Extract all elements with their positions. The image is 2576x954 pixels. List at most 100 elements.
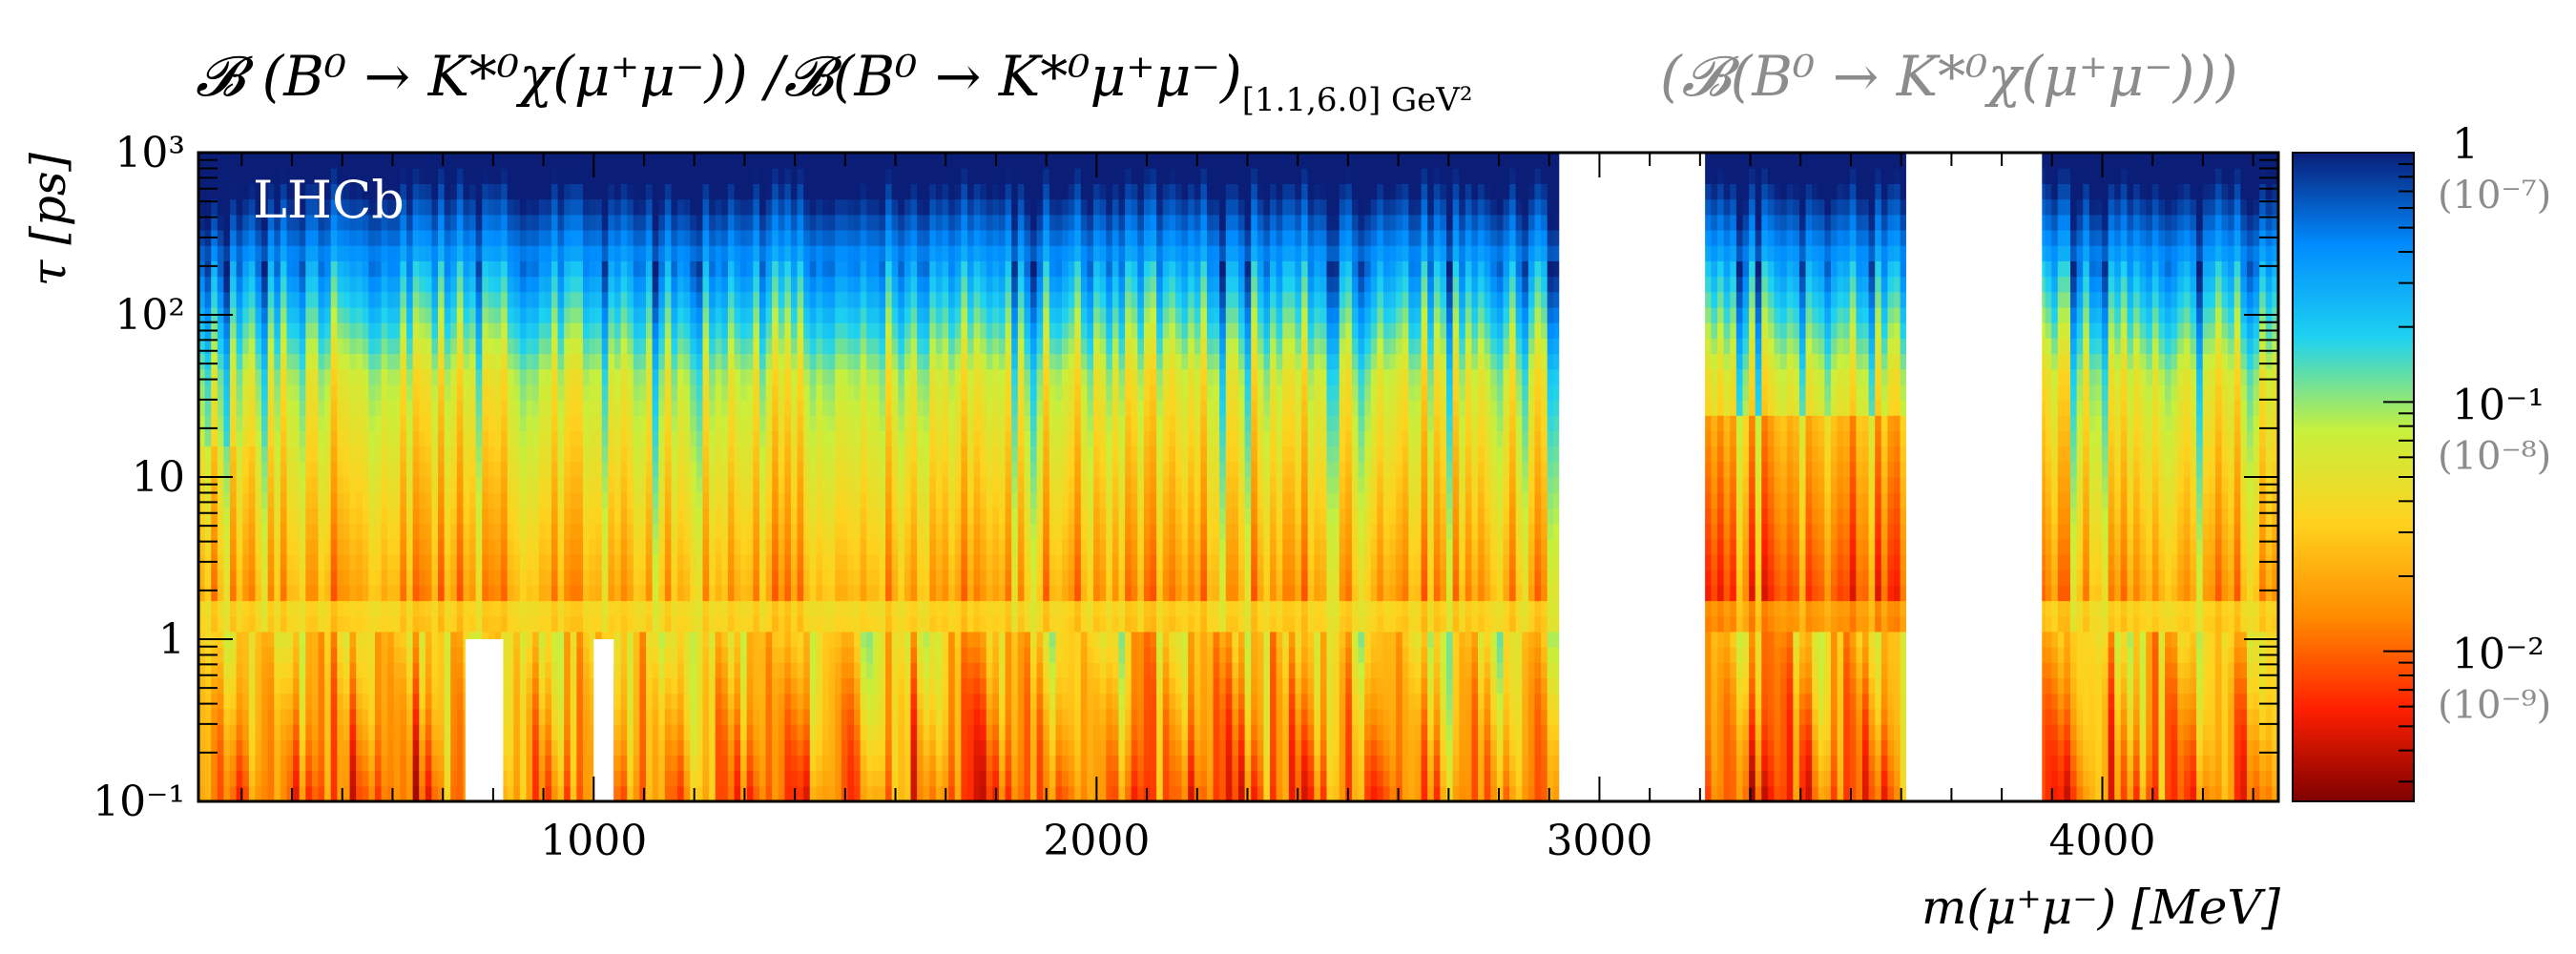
heatmap-cell bbox=[526, 677, 533, 695]
heatmap-cell bbox=[311, 384, 320, 401]
heatmap-cell bbox=[885, 553, 893, 570]
heatmap-cell bbox=[677, 415, 685, 432]
heatmap-cell bbox=[444, 724, 451, 740]
heatmap-cell bbox=[519, 384, 528, 401]
heatmap-cell bbox=[582, 553, 591, 570]
heatmap-cell bbox=[267, 415, 275, 432]
heatmap-cell bbox=[683, 338, 691, 355]
heatmap-cell bbox=[664, 276, 673, 293]
heatmap-cell bbox=[564, 322, 571, 339]
heatmap-cell bbox=[860, 400, 867, 416]
heatmap-cell bbox=[835, 198, 842, 216]
heatmap-cell bbox=[324, 585, 332, 602]
heatmap-cell bbox=[841, 338, 849, 355]
heatmap-cell bbox=[557, 461, 565, 478]
heatmap-cell bbox=[406, 538, 414, 555]
heatmap-cell bbox=[330, 446, 338, 463]
heatmap-cell bbox=[696, 570, 704, 586]
heatmap-cell bbox=[469, 368, 477, 385]
heatmap-cell bbox=[494, 306, 502, 323]
title-text: 𝓑 (B⁰ → K*⁰χ(μ⁺μ⁻)) /𝓑(B⁰ → K*⁰μ⁺μ⁻) bbox=[196, 44, 1242, 109]
heatmap-cell bbox=[267, 492, 275, 508]
heatmap-cell bbox=[709, 384, 717, 401]
heatmap-cell bbox=[608, 229, 615, 246]
heatmap-cell bbox=[696, 430, 704, 447]
heatmap-cell bbox=[217, 538, 225, 555]
heatmap-cell bbox=[879, 523, 886, 540]
heatmap-cell bbox=[425, 647, 433, 663]
heatmap-cell bbox=[778, 214, 785, 231]
heatmap-cell bbox=[513, 198, 521, 216]
heatmap-cell bbox=[406, 677, 414, 695]
heatmap-cell bbox=[557, 291, 565, 308]
heatmap-cell bbox=[898, 214, 905, 231]
heatmap-cell bbox=[431, 384, 439, 401]
heatmap-cell bbox=[267, 523, 275, 540]
heatmap-cell bbox=[866, 739, 874, 757]
heatmap-cell bbox=[368, 662, 376, 679]
heatmap-cell bbox=[734, 322, 741, 339]
heatmap-cell bbox=[879, 785, 886, 802]
heatmap-cell bbox=[658, 739, 666, 757]
heatmap-cell bbox=[261, 615, 269, 633]
heatmap-cell bbox=[532, 338, 540, 355]
heatmap-cell bbox=[337, 446, 344, 463]
heatmap-cell bbox=[419, 400, 426, 416]
heatmap-cell bbox=[223, 492, 231, 508]
heatmap-cell bbox=[318, 553, 325, 570]
heatmap-cell bbox=[671, 461, 678, 478]
heatmap-cell bbox=[362, 785, 369, 802]
heatmap-cell bbox=[236, 368, 243, 385]
heatmap-cell bbox=[778, 400, 785, 416]
heatmap-cell bbox=[646, 384, 654, 401]
heatmap-cell bbox=[507, 755, 514, 772]
heatmap-cell bbox=[406, 662, 414, 679]
heatmap-cell bbox=[456, 384, 465, 401]
heatmap-cell bbox=[828, 585, 836, 602]
heatmap-cell bbox=[248, 615, 257, 633]
heatmap-cell bbox=[311, 538, 320, 555]
heatmap-cell bbox=[507, 785, 514, 802]
heatmap-cell bbox=[696, 615, 704, 633]
heatmap-cell bbox=[709, 153, 717, 169]
heatmap-cell bbox=[286, 306, 294, 323]
heatmap-cell bbox=[507, 693, 514, 710]
heatmap-cell bbox=[866, 785, 874, 802]
heatmap-column bbox=[280, 153, 288, 802]
heatmap-cell bbox=[463, 415, 470, 432]
heatmap-cell bbox=[639, 477, 647, 493]
heatmap-cell bbox=[393, 276, 401, 293]
heatmap-cell bbox=[545, 615, 552, 633]
heatmap-cell bbox=[211, 353, 218, 370]
heatmap-cell bbox=[488, 523, 496, 540]
heatmap-cell bbox=[917, 446, 924, 463]
heatmap-cell bbox=[425, 338, 433, 355]
heatmap-cell bbox=[324, 538, 332, 555]
heatmap-cell bbox=[412, 368, 420, 385]
heatmap-cell bbox=[305, 508, 313, 525]
heatmap-cell bbox=[582, 430, 591, 447]
heatmap-cell bbox=[898, 260, 905, 278]
heatmap-cell bbox=[746, 631, 754, 648]
heatmap-cell bbox=[809, 245, 817, 261]
heatmap-cell bbox=[526, 770, 533, 787]
heatmap-cell bbox=[879, 400, 886, 416]
heatmap-cell bbox=[280, 400, 288, 416]
heatmap-cell bbox=[412, 770, 420, 787]
heatmap-cell bbox=[683, 693, 691, 710]
heatmap-cell bbox=[223, 770, 231, 787]
heatmap-cell bbox=[356, 739, 364, 757]
heatmap-cell bbox=[614, 306, 622, 323]
heatmap-cell bbox=[274, 260, 281, 278]
heatmap-cell bbox=[872, 785, 881, 802]
heatmap-cell bbox=[595, 400, 603, 416]
heatmap-cell bbox=[582, 523, 591, 540]
heatmap-cell bbox=[620, 291, 628, 308]
heatmap-cell bbox=[545, 276, 552, 293]
heatmap-cell bbox=[639, 430, 647, 447]
heatmap-cell bbox=[311, 214, 320, 231]
heatmap-cell bbox=[923, 291, 930, 308]
heatmap-cell bbox=[841, 198, 849, 216]
heatmap-cell bbox=[847, 153, 855, 169]
heatmap-cell bbox=[551, 615, 559, 633]
